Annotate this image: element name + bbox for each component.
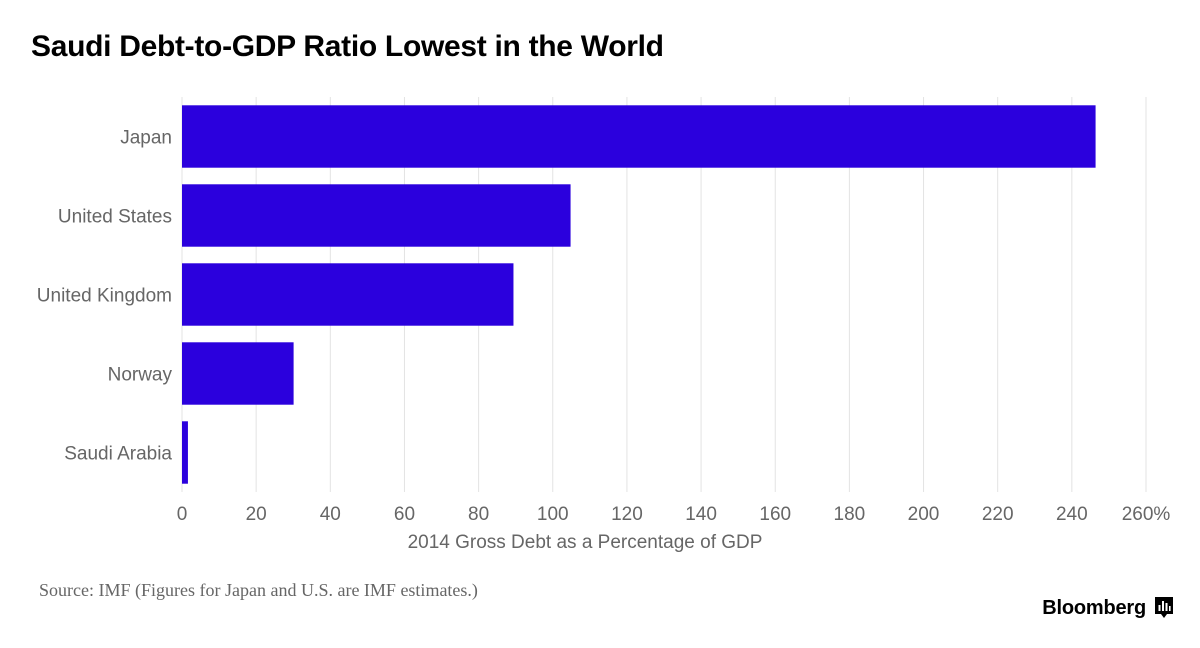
x-tick-label: 60 xyxy=(394,504,415,525)
brand-name: Bloomberg xyxy=(1042,596,1146,619)
x-tick-label: 200 xyxy=(908,504,940,525)
x-tick-label: 220 xyxy=(982,504,1014,525)
bar-japan xyxy=(182,105,1096,168)
x-tick-label: 40 xyxy=(320,504,341,525)
x-tick-label: 0 xyxy=(177,504,188,525)
x-tick-label: 180 xyxy=(834,504,866,525)
bar-saudi-arabia xyxy=(182,421,188,484)
source-note: Source: IMF (Figures for Japan and U.S. … xyxy=(39,580,478,600)
x-tick-label: 240 xyxy=(1056,504,1088,525)
chart-title: Saudi Debt-to-GDP Ratio Lowest in the Wo… xyxy=(31,30,664,63)
bar-united-states xyxy=(182,184,571,247)
x-tick-labels: 0 20 40 60 80 100 120 140 160 180 200 220 240 260% xyxy=(177,504,1171,525)
x-axis-title: 2014 Gross Debt as a Percentage of GDP xyxy=(408,532,763,553)
bar-norway xyxy=(182,342,294,405)
x-tick-label: 160 xyxy=(759,504,791,525)
x-tick-label: 80 xyxy=(468,504,489,525)
brand-logo: Bloomberg xyxy=(1042,596,1174,620)
bar-united-kingdom xyxy=(182,263,514,326)
x-tick-label: 100 xyxy=(537,504,569,525)
x-tick-label: 120 xyxy=(611,504,643,525)
category-label: Saudi Arabia xyxy=(64,444,172,465)
bars xyxy=(182,105,1096,484)
category-label: United Kingdom xyxy=(37,286,172,307)
category-label: United States xyxy=(58,207,172,228)
x-tick-label: 260% xyxy=(1122,504,1171,525)
category-labels: Japan United States United Kingdom Norway Sa… xyxy=(37,128,173,465)
category-label: Norway xyxy=(108,365,173,386)
category-label: Japan xyxy=(120,128,172,149)
bar-chart-icon xyxy=(1155,597,1173,618)
x-tick-label: 140 xyxy=(685,504,717,525)
x-tick-label: 20 xyxy=(246,504,267,525)
